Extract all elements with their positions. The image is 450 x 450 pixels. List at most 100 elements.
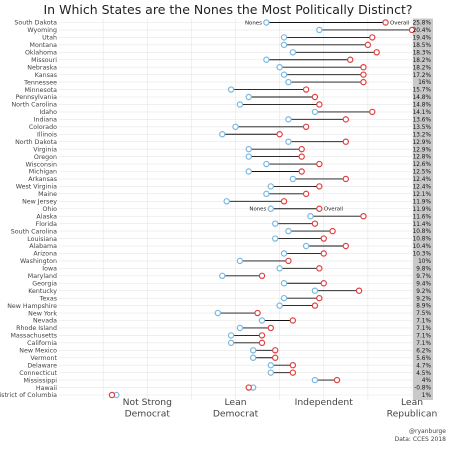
nones-point	[219, 272, 226, 279]
state-row: Ohio 11.9% Nones Overall	[42, 205, 432, 213]
nones-point	[258, 317, 266, 324]
gap-column-band	[413, 18, 433, 400]
overall-point	[360, 212, 367, 220]
overall-point	[316, 294, 323, 302]
nones-annotation: Nones	[249, 207, 266, 213]
state-label: Maine	[38, 191, 57, 198]
state-label: Nevada	[33, 318, 57, 325]
x-tick: Independent	[295, 397, 354, 408]
nones-point	[227, 332, 235, 339]
state-row: Maryland 9.7%	[28, 272, 431, 280]
overall-point	[369, 34, 376, 41]
nones-point	[249, 347, 257, 354]
state-label: Illinois	[37, 131, 57, 138]
nones-point	[267, 205, 274, 212]
nones-annotation: Nones	[245, 20, 262, 26]
overall-point	[320, 235, 327, 242]
nones-point	[245, 168, 252, 175]
overall-point	[342, 116, 350, 123]
nones-point	[263, 56, 270, 63]
overall-point	[342, 175, 350, 183]
overall-point	[320, 280, 327, 287]
state-label: Nebraska	[27, 64, 57, 71]
gap-label: 12.8%	[413, 155, 432, 161]
nones-point	[289, 175, 297, 183]
gap-label: 25.8%	[413, 21, 432, 27]
overall-point	[382, 19, 389, 26]
gap-label: 10.8%	[413, 237, 432, 243]
state-label: South Dakota	[14, 20, 57, 27]
gap-label: 17.2%	[413, 73, 432, 79]
gap-label: 7.5%	[416, 311, 431, 317]
state-label: New Hampshire	[7, 303, 57, 310]
state-row: Kansas 17.2%	[35, 71, 432, 79]
state-label: New Jersey	[22, 199, 57, 206]
nones-point	[307, 212, 314, 220]
gap-label: 7.1%	[416, 326, 431, 332]
nones-point	[245, 93, 252, 101]
overall-annotation: Overall	[324, 207, 343, 213]
nones-point	[272, 220, 279, 227]
state-label: Texas	[39, 295, 57, 302]
overall-point	[342, 242, 350, 250]
state-label: North Dakota	[15, 139, 57, 146]
overall-point	[360, 78, 367, 86]
state-label: Colorado	[29, 124, 57, 131]
gap-label: -0.8%	[414, 386, 431, 392]
state-row: West Virginia 12.4%	[16, 183, 431, 191]
chart-title: In Which States are the Nones the Most P…	[44, 2, 413, 17]
nones-point	[280, 280, 288, 287]
gap-label: 10.8%	[413, 229, 432, 235]
gap-label: 14.8%	[413, 103, 432, 109]
gap-label: 15.7%	[413, 88, 432, 94]
overall-point	[267, 324, 274, 332]
state-row: Massachusetts 7.1%	[10, 332, 431, 340]
state-row: North Dakota 12.9%	[15, 138, 431, 146]
gap-label: 11.6%	[413, 214, 432, 220]
overall-point	[298, 153, 305, 160]
nones-point	[285, 138, 292, 145]
state-label: Washington	[20, 258, 57, 265]
state-row: Alaska 11.6%	[36, 212, 432, 220]
state-row: Washington 10%	[20, 257, 431, 265]
overall-point	[360, 71, 367, 78]
state-label: Arkansas	[28, 176, 57, 183]
state-row: Georgia 9.4%	[32, 280, 431, 287]
nones-point	[267, 369, 274, 376]
state-label: Louisiana	[27, 236, 57, 243]
state-row: Maine 12.1%	[38, 190, 431, 198]
state-row: New Mexico 6.2%	[19, 347, 431, 355]
state-row: District of Columbia 1%	[0, 391, 431, 399]
state-label: Idaho	[39, 109, 57, 116]
nones-point	[263, 160, 270, 168]
overall-point	[272, 347, 279, 354]
nones-point	[280, 250, 288, 257]
gap-label: 20.4%	[413, 28, 432, 34]
state-row: Arizona 10.3%	[33, 250, 431, 258]
state-row: South Carolina 10.8%	[11, 227, 432, 235]
overall-point	[364, 41, 372, 49]
state-row: Colorado 13.5%	[29, 123, 431, 131]
state-label: Indiana	[34, 117, 57, 124]
state-row: Wisconsin 12.6%	[26, 160, 431, 168]
gap-label: 14.1%	[413, 110, 432, 116]
overall-point	[342, 138, 350, 145]
gap-label: 14.8%	[413, 95, 432, 101]
gap-label: 11.9%	[413, 207, 432, 213]
gap-label: 9.2%	[416, 289, 431, 295]
gap-label: 18.5%	[413, 43, 432, 49]
gap-column	[413, 18, 433, 400]
gap-label: 6.2%	[416, 348, 431, 354]
overall-point	[316, 160, 323, 168]
overall-point	[289, 362, 297, 369]
overall-point	[258, 332, 266, 339]
gap-label: 9.4%	[416, 281, 431, 287]
gap-label: 9.8%	[416, 266, 431, 272]
state-row: Mississippi 4%	[23, 376, 431, 384]
gap-label: 5.6%	[416, 356, 431, 362]
overall-point	[272, 354, 279, 361]
state-row: Florida 11.4%	[36, 220, 431, 228]
